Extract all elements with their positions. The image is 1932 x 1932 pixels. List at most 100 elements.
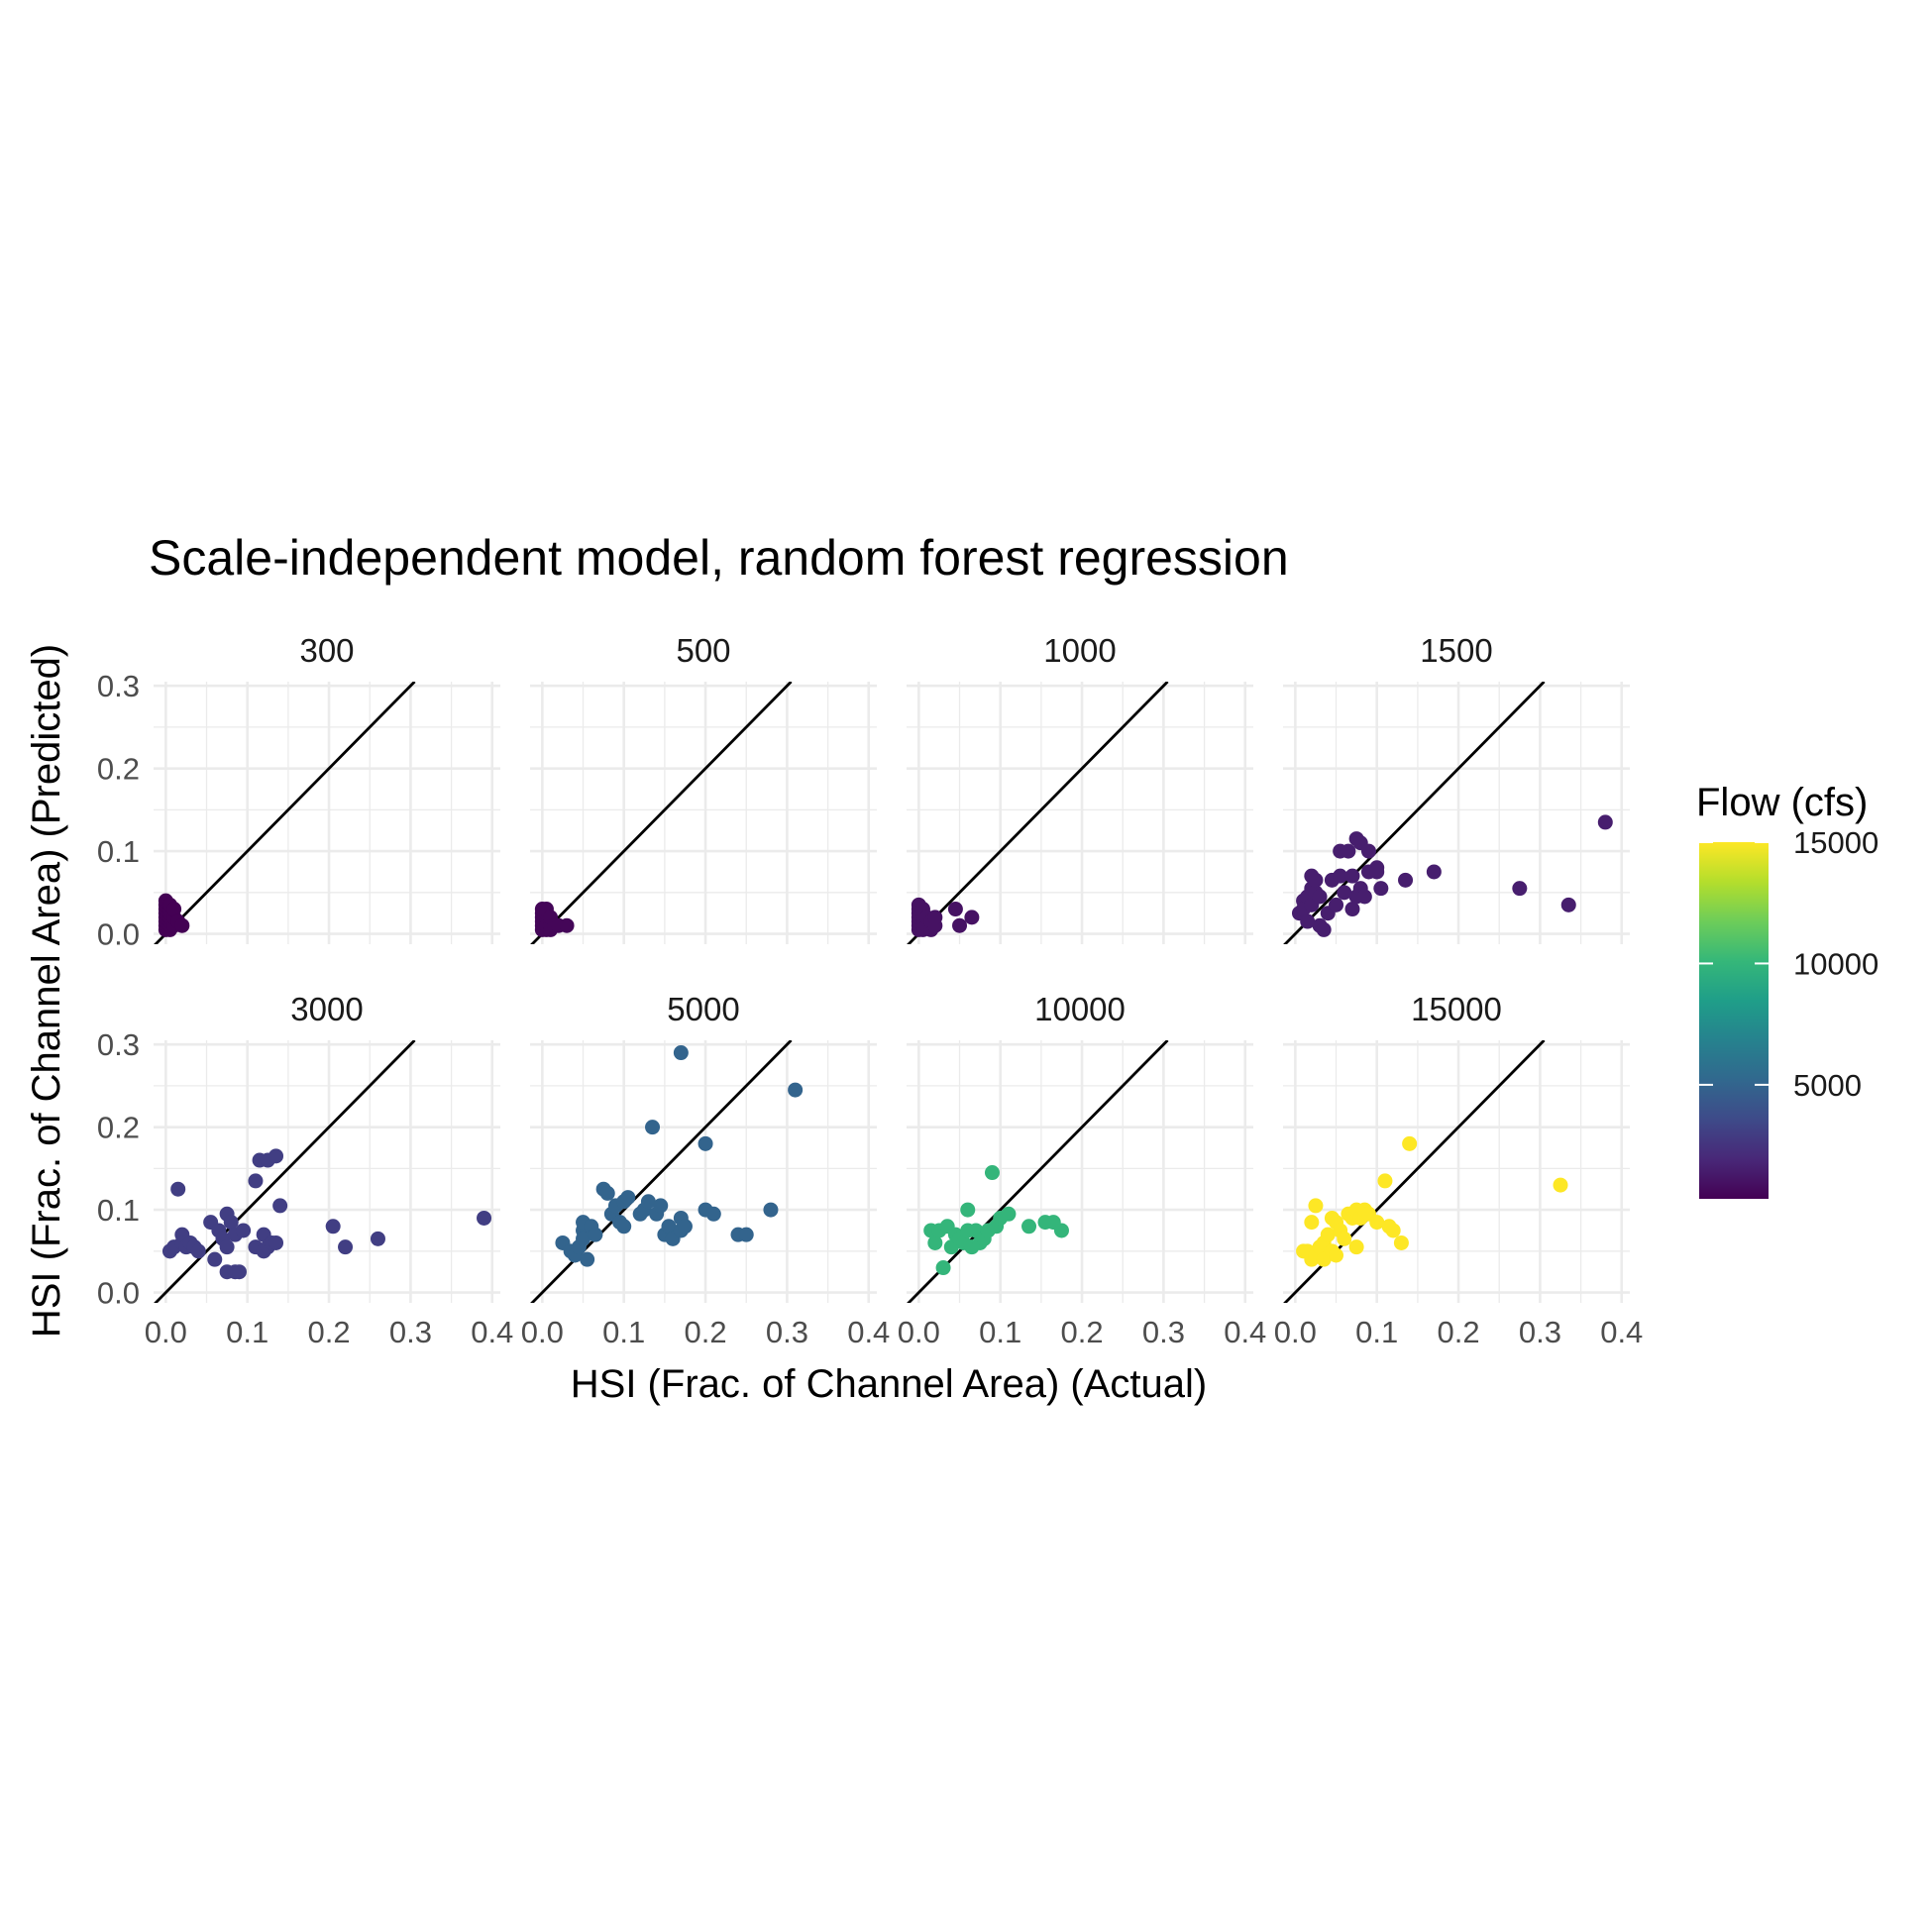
legend-title: Flow (cfs) [1696,781,1868,824]
data-point [1308,1198,1324,1214]
data-point [268,1234,284,1250]
data-point [964,910,980,925]
gridlines [154,682,500,944]
data-point [1597,814,1613,830]
data-point [1341,843,1356,859]
data-point [370,1231,385,1246]
data-point [1308,872,1324,888]
facet-panel-1500: 1500 [1283,632,1630,944]
facet-label: 300 [299,632,354,669]
color-legend: Flow (cfs) 5000 10000 15000 [1696,781,1878,1199]
data-point [1300,913,1316,929]
chart-title: Scale-independent model, random forest r… [149,530,1289,586]
data-point [599,1185,615,1201]
facet-panels: 300 0.0 0.1 0.2 0.3 500 1000 1500 3000 0.0 0.1 0.2 0… [97,632,1643,1349]
data-point [588,1227,603,1242]
y-tick-label: 0.1 [97,1193,140,1228]
identity-line [530,1040,793,1303]
identity-line [907,682,1169,944]
x-tick-label: 0.0 [898,1315,940,1349]
data-point [559,917,575,933]
data-point [698,1135,713,1151]
x-axis-title: HSI (Frac. of Channel Area) (Actual) [571,1362,1207,1406]
colorbar [1699,842,1769,1199]
data-point [927,1234,943,1250]
y-tick-label: 0.2 [97,1111,140,1145]
facet-panel-300: 300 0.0 0.1 0.2 0.3 [97,632,500,952]
facet-panel-1000: 1000 [907,632,1253,944]
x-tick-label: 0.4 [847,1315,890,1349]
data-point [190,1243,206,1259]
data-point [1001,1206,1017,1222]
facet-panel-5000: 5000 0.0 0.1 0.2 0.3 0.4 [521,991,891,1349]
data-point [1512,881,1528,897]
data-point [1360,843,1376,859]
data-point [236,1223,252,1238]
data-point [677,1219,693,1234]
data-point [1426,864,1442,880]
data-point [1329,1247,1344,1263]
facet-panel-500: 500 [530,632,877,944]
y-tick-label: 0.1 [97,834,140,869]
data-point [1344,868,1360,884]
data-point [1369,1215,1385,1231]
data-point [576,1231,591,1246]
data-point [927,910,943,925]
facet-label: 1500 [1420,632,1492,669]
data-point [268,1148,284,1164]
data-point [248,1173,264,1189]
x-tick-label: 0.1 [602,1315,645,1349]
data-point [947,902,963,917]
data-point [1316,921,1332,937]
data-point [1304,1215,1320,1231]
y-tick-label: 0.3 [97,669,140,703]
x-tick-label: 0.3 [389,1315,432,1349]
y-tick-label: 0.2 [97,752,140,787]
data-point [231,1264,247,1280]
data-point [207,1251,223,1267]
data-point [788,1082,804,1098]
facet-label: 5000 [667,991,739,1027]
gridlines [1283,1040,1630,1303]
data-point [1337,885,1352,901]
y-tick-label: 0.0 [97,1276,140,1311]
x-tick-label: 0.2 [1438,1315,1480,1349]
data-point [661,1219,677,1234]
x-tick-label: 0.1 [226,1315,268,1349]
x-tick-label: 0.0 [145,1315,187,1349]
x-tick-label: 0.4 [1600,1315,1643,1349]
data-point [616,1219,632,1234]
data-point [1369,864,1385,880]
colorbar-tick-label: 15000 [1793,825,1878,860]
identity-line [907,1040,1169,1303]
data-point [1385,1223,1401,1238]
data-point [1320,1227,1336,1242]
data-point [705,1206,721,1222]
data-point [223,1215,239,1231]
facet-label: 10000 [1034,991,1126,1027]
x-tick-label: 0.0 [521,1315,564,1349]
x-tick-label: 0.4 [471,1315,513,1349]
identity-line [154,1040,416,1303]
data-point [1356,889,1372,905]
x-tick-label: 0.2 [685,1315,727,1349]
data-point [960,1202,976,1218]
data-point [170,1181,186,1197]
facet-label: 1000 [1043,632,1116,669]
data-point [763,1202,779,1218]
data-point [1021,1219,1037,1234]
data-point [1373,881,1389,897]
y-tick-label: 0.3 [97,1027,140,1062]
data-point [620,1190,636,1206]
facet-panel-3000: 3000 0.0 0.1 0.2 0.3 0.0 0.1 0.2 0.3 0.4 [97,991,513,1349]
data-point [1398,872,1414,888]
x-tick-label: 0.0 [1274,1315,1317,1349]
data-point [338,1239,354,1255]
data-point [580,1251,595,1267]
data-point [738,1227,754,1242]
gridlines [154,1040,500,1303]
data-point [1377,1173,1393,1189]
data-point [219,1239,235,1255]
data-point [984,1165,1000,1181]
